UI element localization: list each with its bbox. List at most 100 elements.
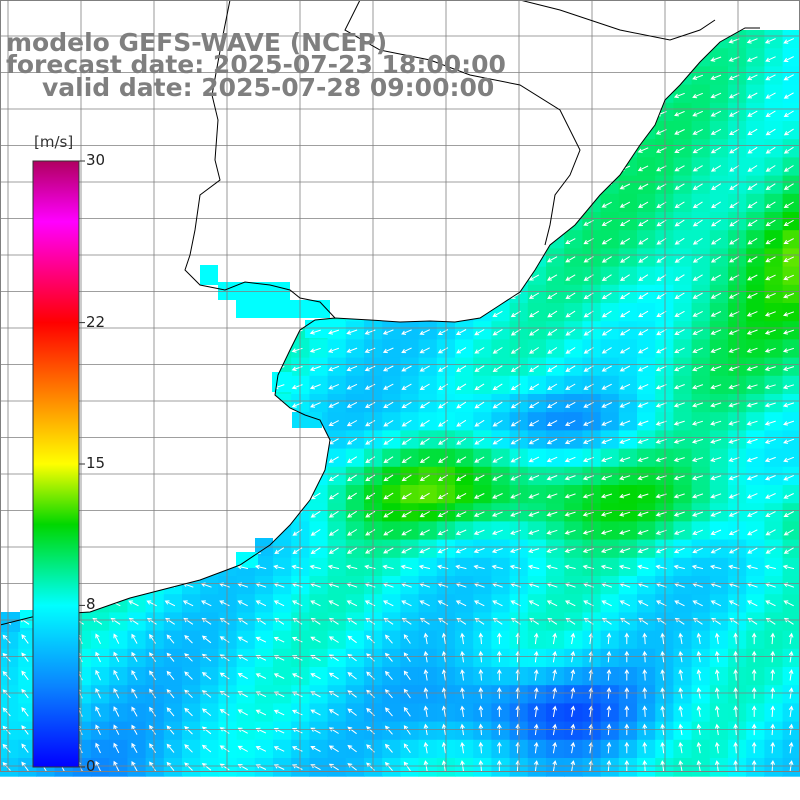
wind-arrow xyxy=(642,650,648,663)
wind-arrow xyxy=(419,419,430,427)
wind-arrow xyxy=(565,328,576,336)
wind-arrow xyxy=(673,547,685,554)
wind-arrow xyxy=(637,365,649,372)
wind-arrow xyxy=(456,419,467,427)
wind-arrow xyxy=(347,510,357,518)
wind-arrow xyxy=(674,329,685,335)
wind-arrow xyxy=(765,529,776,536)
wind-arrow xyxy=(696,687,702,699)
wind-arrow xyxy=(528,274,540,281)
wind-speed-cell xyxy=(0,630,19,650)
wind-speed-cell xyxy=(728,557,747,577)
country-border xyxy=(184,0,716,319)
wind-arrow xyxy=(347,653,357,662)
wind-speed-cell xyxy=(127,667,147,686)
wind-arrow xyxy=(291,636,303,643)
wind-speed-cell xyxy=(746,703,765,723)
wind-speed-cell xyxy=(782,758,800,777)
wind-speed-cell xyxy=(400,594,420,613)
wind-arrow xyxy=(637,547,649,554)
wind-arrow xyxy=(365,419,376,427)
coastline xyxy=(0,27,760,626)
wind-speed-cell xyxy=(746,667,765,686)
wind-arrow xyxy=(478,650,484,663)
wind-arrow xyxy=(620,256,631,263)
wind-arrow xyxy=(765,146,776,154)
wind-arrow xyxy=(184,707,193,717)
wind-speed-cell xyxy=(36,739,56,759)
wind-arrow xyxy=(273,600,285,607)
wind-arrow xyxy=(747,92,758,99)
wind-speed-cell xyxy=(709,721,729,741)
wind-arrow xyxy=(21,670,29,681)
wind-arrow xyxy=(473,600,485,607)
wind-speed-cell xyxy=(200,612,219,632)
wind-speed-cell xyxy=(655,612,674,632)
wind-speed-cell xyxy=(546,612,565,632)
wind-arrow xyxy=(565,274,576,281)
wind-arrow xyxy=(456,617,467,625)
wind-speed-cell xyxy=(72,667,92,686)
wind-speed-cell xyxy=(564,557,583,577)
wind-arrow xyxy=(346,401,358,408)
wind-speed-cell xyxy=(0,703,19,723)
wind-arrow xyxy=(149,688,157,699)
wind-arrow xyxy=(401,456,412,463)
wind-speed-cell xyxy=(746,685,765,704)
wind-arrow xyxy=(92,617,103,625)
wind-speed-cell xyxy=(600,721,620,741)
wind-speed-cell xyxy=(691,685,711,704)
wind-arrow xyxy=(437,529,449,536)
wind-speed-cell xyxy=(291,576,310,595)
wind-arrow xyxy=(783,38,795,44)
wind-arrow xyxy=(149,633,157,644)
wind-arrow xyxy=(384,707,393,717)
wind-arrow xyxy=(783,311,795,317)
wind-arrow xyxy=(441,705,447,717)
wind-speed-cell xyxy=(655,630,674,650)
wind-arrow xyxy=(328,672,339,680)
wind-arrow xyxy=(692,165,703,172)
wind-arrow xyxy=(254,564,267,570)
wind-arrow xyxy=(113,706,120,717)
wind-arrow xyxy=(710,384,722,390)
wind-arrow xyxy=(419,383,430,390)
wind-arrow xyxy=(788,705,794,717)
wind-speed-cell xyxy=(728,594,747,613)
wind-arrow xyxy=(673,475,685,481)
wind-arrow xyxy=(637,347,649,354)
wind-arrow xyxy=(746,311,758,317)
wind-arrow xyxy=(710,311,722,317)
wind-arrow xyxy=(619,420,631,426)
wind-arrow xyxy=(310,673,321,680)
wind-speed-cell xyxy=(218,685,238,704)
wind-arrow xyxy=(201,671,212,680)
wind-speed-cell xyxy=(0,739,19,759)
wind-arrow xyxy=(473,529,485,535)
wind-arrow xyxy=(365,401,376,408)
wind-speed-cell xyxy=(782,576,800,595)
wind-speed-cell xyxy=(236,703,256,723)
wind-speed-cell xyxy=(600,576,620,595)
wind-arrow xyxy=(328,600,339,607)
wind-arrow xyxy=(788,723,794,736)
wind-speed-cell xyxy=(546,557,565,577)
wind-arrow xyxy=(291,347,303,353)
wind-arrow xyxy=(692,219,703,227)
wind-speed-cell xyxy=(291,703,310,723)
wind-speed-cell xyxy=(345,612,365,632)
wind-speed-cell xyxy=(491,557,511,577)
wind-speed-cell xyxy=(673,576,693,595)
wind-arrow xyxy=(547,292,558,300)
wind-arrow xyxy=(692,201,703,209)
wind-arrow xyxy=(474,329,485,336)
wind-arrow xyxy=(182,600,194,607)
wind-speed-cell xyxy=(36,758,56,777)
wind-arrow xyxy=(383,401,394,409)
wind-arrow xyxy=(436,564,449,570)
wind-speed-cell xyxy=(746,594,765,613)
wind-speed-cell xyxy=(473,630,492,650)
wind-speed-cell xyxy=(18,758,37,777)
wind-speed-cell xyxy=(91,630,110,650)
wind-speed-cell xyxy=(145,739,165,759)
